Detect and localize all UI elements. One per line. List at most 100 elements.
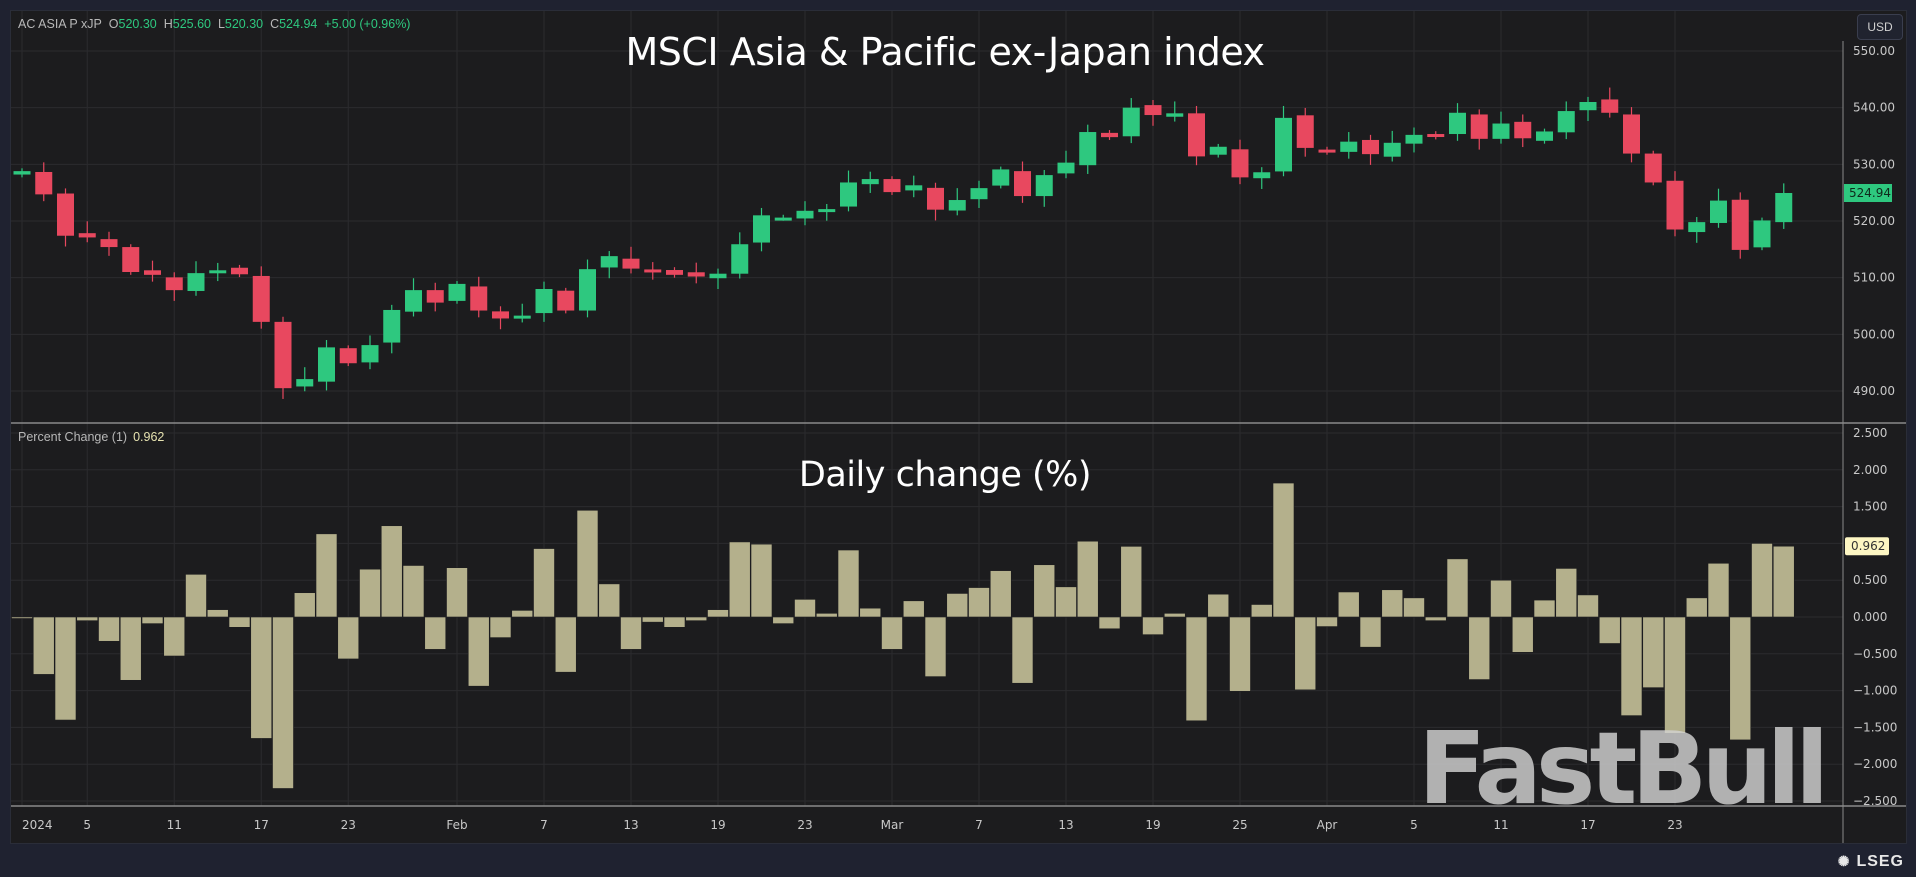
- candlestick[interactable]: [1340, 132, 1358, 159]
- change-bar[interactable]: [1250, 604, 1273, 618]
- candlestick[interactable]: [492, 306, 509, 330]
- change-bar[interactable]: [554, 616, 577, 673]
- candlestick[interactable]: [448, 281, 466, 304]
- candlestick[interactable]: [840, 170, 857, 212]
- candlestick[interactable]: [709, 268, 727, 289]
- candlestick[interactable]: [1231, 139, 1249, 185]
- change-bar[interactable]: [1033, 564, 1056, 618]
- change-bar[interactable]: [620, 616, 642, 650]
- change-bar[interactable]: [1446, 558, 1469, 618]
- change-bar[interactable]: [1751, 543, 1773, 618]
- change-bar[interactable]: [924, 616, 947, 677]
- change-bar[interactable]: [1185, 616, 1208, 722]
- candlestick[interactable]: [687, 262, 705, 284]
- change-bar[interactable]: [1685, 597, 1708, 618]
- candlestick[interactable]: [600, 251, 618, 279]
- change-bar[interactable]: [946, 593, 969, 618]
- candlestick[interactable]: [1492, 111, 1510, 144]
- currency-button[interactable]: USD: [1857, 14, 1903, 40]
- change-bar[interactable]: [1511, 616, 1534, 653]
- candlestick[interactable]: [927, 182, 944, 221]
- change-bar[interactable]: [859, 607, 882, 618]
- change-bar[interactable]: [728, 541, 751, 618]
- candlestick[interactable]: [1427, 131, 1445, 140]
- change-bar[interactable]: [1642, 616, 1665, 688]
- candlestick[interactable]: [666, 267, 683, 278]
- change-bar[interactable]: [1316, 616, 1338, 627]
- change-bar[interactable]: [163, 616, 186, 657]
- change-bar[interactable]: [1120, 546, 1143, 618]
- change-bar[interactable]: [424, 616, 447, 650]
- candlestick[interactable]: [57, 188, 74, 247]
- change-bar[interactable]: [141, 616, 164, 624]
- change-bar[interactable]: [272, 616, 294, 789]
- change-bar[interactable]: [380, 525, 403, 618]
- candlestick[interactable]: [470, 276, 488, 318]
- candlestick[interactable]: [100, 231, 118, 256]
- change-bar[interactable]: [511, 610, 534, 618]
- change-bar[interactable]: [359, 568, 381, 618]
- change-bar[interactable]: [1011, 616, 1034, 684]
- candlestick[interactable]: [1122, 98, 1140, 144]
- change-bar[interactable]: [1098, 616, 1121, 630]
- change-bar[interactable]: [293, 592, 316, 618]
- candlestick[interactable]: [318, 340, 335, 391]
- change-bar[interactable]: [968, 587, 990, 618]
- change-bar[interactable]: [685, 616, 708, 621]
- candlestick[interactable]: [165, 272, 183, 301]
- change-bar[interactable]: [250, 616, 273, 739]
- candlestick[interactable]: [774, 214, 792, 221]
- candlestick[interactable]: [1644, 150, 1662, 186]
- change-bar[interactable]: [772, 616, 795, 624]
- candlestick[interactable]: [1536, 128, 1553, 144]
- change-bar[interactable]: [446, 567, 468, 618]
- candlestick[interactable]: [753, 207, 770, 252]
- candlestick[interactable]: [1188, 105, 1205, 166]
- candlestick[interactable]: [622, 246, 640, 274]
- change-bar[interactable]: [1555, 568, 1578, 618]
- change-bar[interactable]: [1707, 562, 1730, 618]
- candlestick[interactable]: [883, 176, 901, 195]
- candlestick[interactable]: [1383, 130, 1401, 162]
- candlestick[interactable]: [1318, 146, 1336, 155]
- candlestick[interactable]: [1731, 192, 1749, 259]
- change-bar[interactable]: [1294, 616, 1317, 691]
- candlestick[interactable]: [78, 221, 96, 243]
- candlestick[interactable]: [1666, 171, 1684, 237]
- change-bar[interactable]: [54, 616, 77, 721]
- change-bar[interactable]: [815, 613, 838, 618]
- candlestick[interactable]: [1275, 105, 1292, 177]
- candlestick[interactable]: [1166, 101, 1184, 122]
- candlestick[interactable]: [1470, 109, 1488, 150]
- change-bar[interactable]: [1533, 599, 1556, 618]
- change-bar[interactable]: [1772, 545, 1795, 618]
- candlestick[interactable]: [1688, 217, 1706, 243]
- candlestick[interactable]: [1101, 130, 1118, 140]
- candlestick[interactable]: [383, 304, 401, 354]
- candlestick[interactable]: [35, 162, 53, 202]
- candlestick[interactable]: [274, 316, 292, 399]
- candlestick[interactable]: [1079, 124, 1097, 174]
- change-bar[interactable]: [1359, 616, 1382, 648]
- change-bar[interactable]: [902, 600, 925, 618]
- candlestick[interactable]: [1014, 161, 1031, 203]
- change-bar[interactable]: [1729, 616, 1752, 741]
- change-bar[interactable]: [76, 616, 99, 621]
- change-bar[interactable]: [1076, 540, 1099, 618]
- candlestick[interactable]: [948, 188, 966, 216]
- candlestick[interactable]: [1557, 101, 1575, 140]
- candlestick[interactable]: [361, 335, 379, 370]
- candlestick[interactable]: [1209, 143, 1227, 158]
- candlestick[interactable]: [252, 266, 270, 329]
- candlestick[interactable]: [992, 166, 1010, 189]
- change-bar[interactable]: [1229, 616, 1251, 692]
- change-bar[interactable]: [1620, 616, 1643, 716]
- candlestick[interactable]: [1710, 188, 1727, 228]
- candlestick[interactable]: [796, 201, 814, 226]
- change-bar[interactable]: [1424, 616, 1447, 621]
- change-bar[interactable]: [206, 609, 229, 618]
- change-bar[interactable]: [1381, 589, 1404, 618]
- change-bar[interactable]: [119, 616, 142, 681]
- candlestick[interactable]: [970, 180, 988, 208]
- change-bar[interactable]: [750, 543, 773, 618]
